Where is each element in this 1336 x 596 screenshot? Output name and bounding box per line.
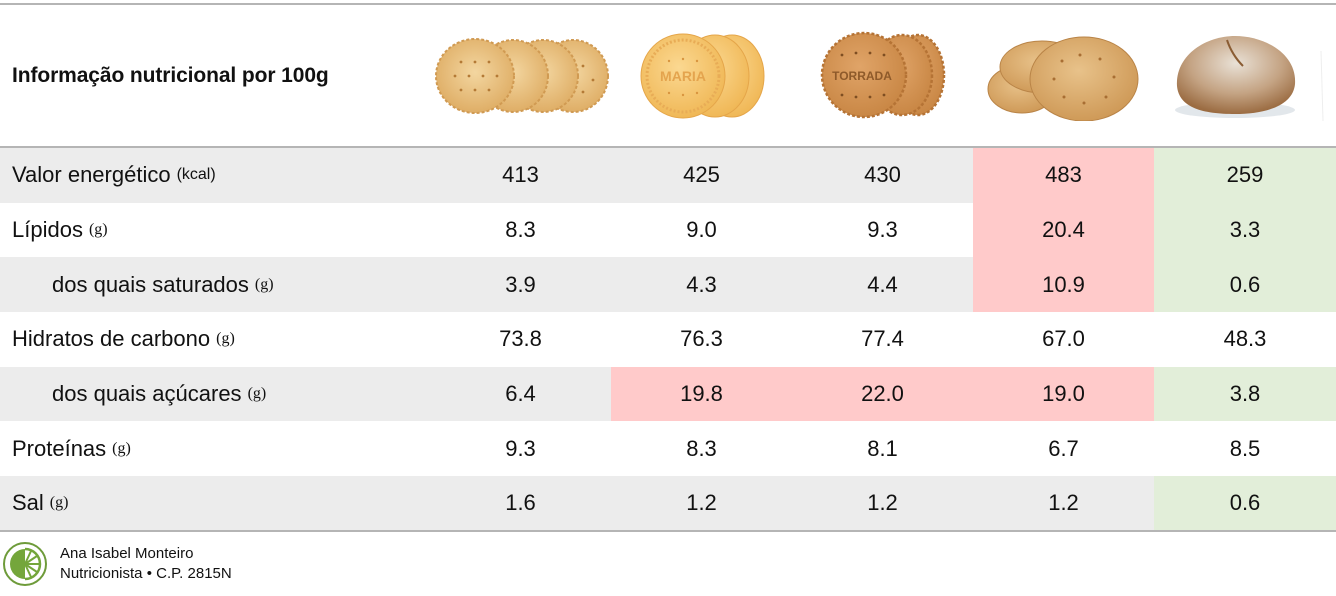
value-cell: 1.6 [505,490,536,516]
row-label: Hidratos de carbono (g) [0,312,430,367]
row-label: Valor energético (kcal) [0,148,430,203]
value-cell: 9.0 [686,217,717,243]
value-cell: 425 [683,162,720,188]
bread-roll-image [1175,35,1324,121]
author-role: Nutricionista • C.P. 2815N [60,565,232,582]
value-cell-low: 3.8 [1154,366,1336,422]
torrada-biscuits-image: TORRADA [820,31,945,118]
row-unit: (g) [49,494,69,512]
row-label-text: dos quais açúcares [52,381,242,407]
value-cell-low: 0.6 [1154,476,1336,531]
value-cell: 9.3 [505,435,536,461]
value-cell: 8.3 [686,435,717,461]
row-label-text: Valor energético [12,162,171,188]
value-cell-low: 0.6 [1154,257,1336,313]
row-label-text: Hidratos de carbono [12,326,211,352]
row-unit: (g) [247,385,267,403]
value-cell-high: 483 [973,148,1154,203]
table-row-acucares: dos quais açúcares (g) 6.4 19.8 22.0 19.… [0,366,1336,422]
value-cell: 8.5 [1229,435,1261,461]
value-cell: 73.8 [499,326,542,352]
table-row-saturados: dos quais saturados (g) 3.9 4.3 4.4 10.9… [0,257,1336,313]
value-cell: 76.3 [680,326,723,352]
value-cell: 1.2 [867,490,898,516]
row-unit: (g) [112,439,131,457]
row-label: Proteínas (g) [0,421,430,476]
value-cell: 67.0 [1042,326,1085,352]
value-cell: 8.3 [505,217,536,243]
table-header: Informação nutricional por 100g [0,5,1336,148]
table-row-hidratos: Hidratos de carbono (g) 73.8 76.3 77.4 6… [0,312,1336,367]
svg-text:MARIA: MARIA [660,68,706,84]
nutrition-table: Informação nutricional por 100g [0,3,1336,531]
value-cell: 3.9 [505,271,536,297]
table-bottom-rule [0,530,1336,532]
value-cell: 1.2 [686,490,717,516]
value-cell: 430 [864,162,901,188]
value-cell: 1.2 [1048,490,1079,516]
row-label: dos quais açúcares (g) [0,367,430,422]
table-title: Informação nutricional por 100g [12,63,329,87]
row-unit: (g) [88,221,108,239]
scalloped-biscuits-image [434,37,609,114]
product-image-cell: MARIA [611,5,792,146]
value-cell: 77.4 [861,326,904,352]
row-unit: (kcal) [176,166,216,184]
svg-text:TORRADA: TORRADA [832,69,892,83]
table-row-valor-energetico: Valor energético (kcal) 413 425 430 483 … [0,148,1336,203]
laranja-lima-logo-icon [3,542,47,586]
value-cell: 4.3 [686,271,717,297]
value-cell: 8.1 [867,435,898,461]
value-cell: 4.4 [867,271,898,297]
value-cell-high: 10.9 [973,257,1154,313]
maria-biscuits-image: MARIA [640,33,764,118]
value-cell: 9.3 [867,217,898,243]
row-label-text: Proteínas [12,435,107,461]
value-cell-high: 22.0 [792,366,973,422]
header-label-cell: Informação nutricional por 100g [0,5,430,146]
value-cell: 6.4 [505,381,536,407]
author-footer: Ana Isabel Monteiro Nutricionista • C.P.… [2,541,232,587]
value-cell-high: 19.0 [973,366,1154,422]
row-label: Lípidos (g) [0,203,430,258]
table-row-lipidos: Lípidos (g) 8.3 9.0 9.3 20.4 3.3 [0,202,1336,258]
value-cell-high: 20.4 [973,202,1154,258]
product-image-cell [973,5,1154,146]
product-image-cell [430,5,611,146]
row-label: Sal (g) [0,476,430,531]
row-unit: (g) [254,275,274,293]
value-cell: 413 [502,162,539,188]
product-image-cell [1154,5,1336,146]
value-cell-high: 19.8 [611,366,792,422]
row-label-text: Lípidos [12,217,83,243]
author-info: Ana Isabel Monteiro Nutricionista • C.P.… [60,544,232,584]
value-cell: 6.7 [1048,435,1079,461]
row-label: dos quais saturados (g) [0,257,430,312]
row-label-text: Sal [12,490,44,516]
value-cell: 48.3 [1223,326,1267,352]
digestive-biscuits-image [987,36,1138,121]
value-cell-low: 3.3 [1154,202,1336,258]
value-cell-low: 259 [1154,148,1336,203]
table-row-proteinas: Proteínas (g) 9.3 8.3 8.1 6.7 8.5 [0,421,1336,476]
row-unit: (g) [216,330,235,348]
table-row-sal: Sal (g) 1.6 1.2 1.2 1.2 0.6 [0,476,1336,531]
author-name: Ana Isabel Monteiro [60,545,194,562]
row-label-text: dos quais saturados [52,271,249,297]
product-image-cell: TORRADA [792,5,973,146]
